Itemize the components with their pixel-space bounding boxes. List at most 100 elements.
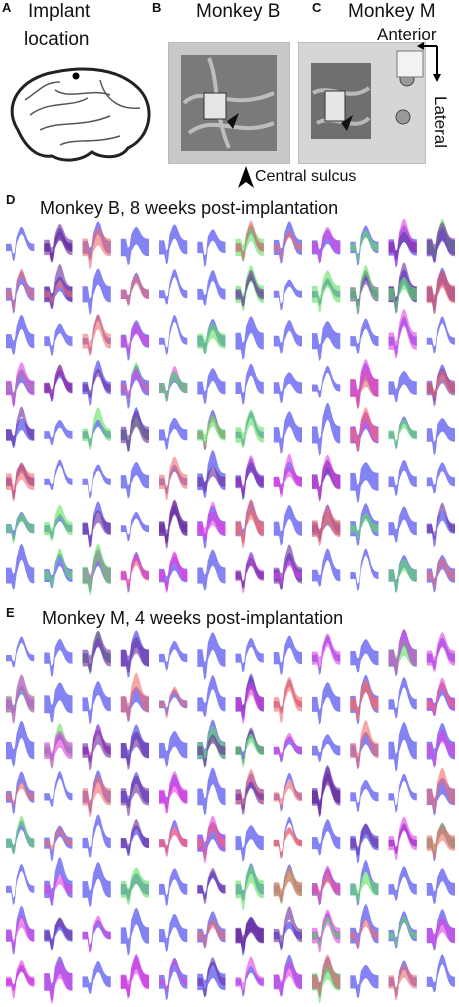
waveform-trace [120,771,149,808]
waveform-trace [159,689,188,716]
channel-cell [426,554,455,593]
waveform-trace [388,773,417,813]
waveform-trace [82,960,111,995]
waveform-trace [44,459,73,491]
waveform-trace [197,911,226,949]
channel-cell [388,676,417,719]
waveform-trace [388,506,417,543]
channel-cell [197,767,226,816]
waveform-trace [197,549,226,591]
waveform-trace [82,543,111,596]
waveform-trace [44,825,73,862]
channel-cell [273,954,302,997]
waveform-trace [197,725,226,767]
waveform-trace [82,729,111,771]
channel-cell [197,549,226,591]
channel-cell [350,318,379,354]
channel-cell [426,364,455,407]
waveform-trace [44,231,73,262]
channel-cell [235,863,264,911]
waveform-trace [312,871,341,902]
waveform-trace [82,221,111,261]
panel-a-title-line1: Implant [28,1,91,22]
channel-cell [44,956,73,1005]
waveform-trace [388,911,417,949]
waveform-trace [388,866,417,901]
channel-cell [120,272,149,307]
channel-cell [388,555,417,594]
channel-cell [44,825,73,862]
channel-cell [6,960,35,1000]
channel-cell [426,462,455,494]
waveform-trace [273,779,302,808]
channel-cell [6,905,35,956]
waveform-trace [426,557,455,589]
channel-cell [82,681,111,725]
channel-cell [197,632,226,680]
channel-cell [273,453,302,499]
waveform-trace [44,548,73,587]
waveform-trace [235,500,264,544]
channel-cell [197,911,226,949]
channel-cell [82,407,111,451]
waveform-trace [312,633,341,671]
channel-cell [426,632,455,673]
waveform-trace [388,628,417,675]
waveform-trace [273,372,302,404]
waveform-trace [235,462,264,500]
channel-cell [350,719,379,770]
waveform-trace [82,464,111,499]
waveform-trace [312,909,341,953]
channel-cell [159,640,188,671]
waveform-trace [350,918,379,949]
waveform-trace [312,402,341,456]
channel-cell [197,409,226,451]
waveform-trace [159,224,188,265]
waveform-trace [273,279,302,311]
waveform-trace [159,499,188,545]
channel-cell [44,504,73,542]
waveform-trace [6,863,35,906]
waveform-trace [82,915,111,954]
channel-cell [6,406,35,449]
waveform-trace [312,548,341,587]
waveform-trace [426,677,455,716]
panel-b-letter: B [152,0,162,15]
channel-cell [120,461,149,499]
lateral-label-wrap: Lateral [430,96,452,176]
waveform-trace [82,510,111,549]
waveform-trace [120,636,149,673]
waveform-trace [197,323,226,355]
channel-cell [312,865,341,906]
waveform-trace [235,637,264,673]
channel-cell [159,686,188,719]
channel-cell [6,674,35,725]
channel-cell [388,370,417,403]
waveform-trace [44,280,73,304]
waveform-trace [312,916,341,948]
channel-cell [426,767,455,816]
waveform-trace [350,779,379,813]
waveform-trace [235,781,264,812]
channel-cell [82,543,111,596]
channel-cell [44,263,73,310]
waveform-trace [350,318,379,354]
waveform-trace [82,630,111,673]
channel-cell [273,319,302,354]
channel-cell [6,771,35,815]
waveform-trace [44,917,73,950]
channel-cell [44,857,73,907]
waveform-trace [82,407,111,451]
waveform-trace [388,721,417,772]
waveform-trace [273,411,302,454]
channel-cell [388,773,417,813]
channel-cell [273,676,302,724]
orientation-arrows-icon [417,42,441,82]
channel-cell [159,551,188,594]
channel-cell [120,818,149,857]
waveform-trace [350,639,379,673]
channel-cell [159,456,188,501]
channel-cell [159,314,188,355]
panel-e-title: Monkey M, 4 weeks post-implantation [42,608,344,628]
waveform-trace [44,323,73,357]
